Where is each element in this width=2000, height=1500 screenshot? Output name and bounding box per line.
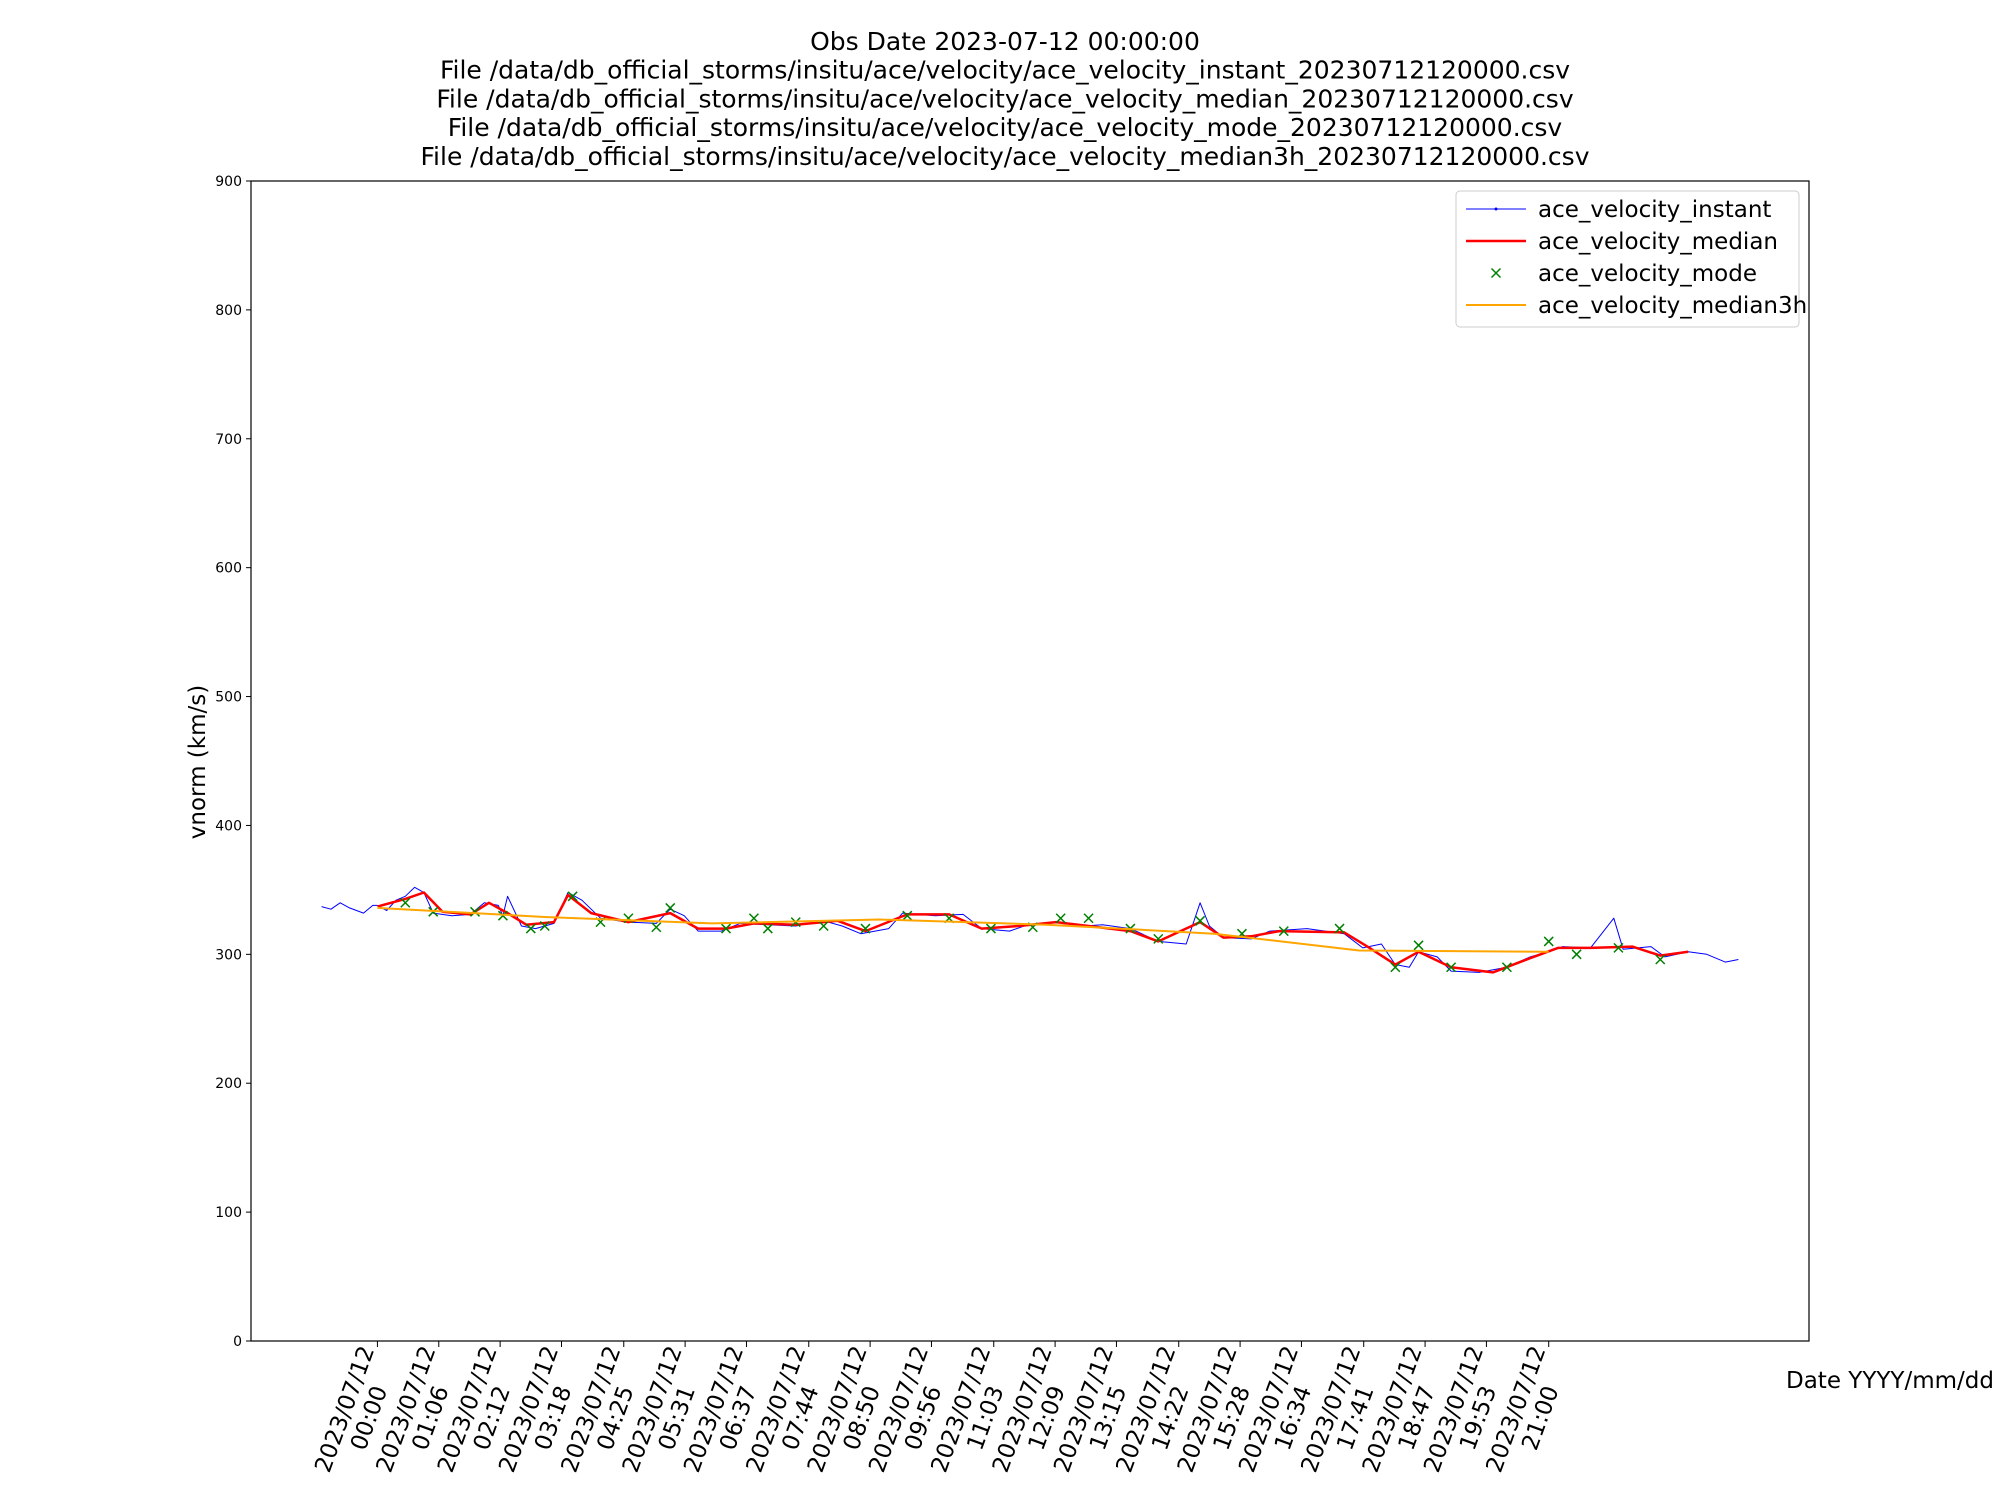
legend-label: ace_velocity_median	[1538, 229, 1778, 255]
chart-title: File /data/db_official_storms/insitu/ace…	[440, 56, 1570, 85]
mode-marker	[1571, 949, 1582, 960]
y-tick-label: 600	[215, 561, 242, 577]
legend-box	[1455, 190, 1800, 328]
mode-marker	[1446, 962, 1457, 973]
y-tick-label: 500	[215, 690, 242, 706]
y-tick-label: 700	[215, 432, 242, 448]
y-tick-label: 200	[215, 1076, 242, 1092]
mode-marker	[1083, 913, 1094, 924]
y-tick-label: 0	[233, 1334, 242, 1350]
chart-title: File /data/db_official_storms/insitu/ace…	[448, 113, 1563, 142]
mode-marker	[902, 910, 913, 921]
mode-marker	[1613, 942, 1624, 953]
mode-marker	[651, 922, 662, 933]
mode-marker	[665, 902, 676, 913]
legend-label: ace_velocity_mode	[1538, 261, 1757, 287]
y-axis-label: vnorm (km/s)	[185, 685, 211, 839]
chart-title: File /data/db_official_storms/insitu/ace…	[421, 142, 1590, 171]
mode-marker	[1390, 962, 1401, 973]
mode-marker	[1195, 915, 1206, 926]
mode-marker	[567, 891, 578, 902]
y-tick-label: 900	[215, 174, 242, 190]
mode-marker	[748, 913, 759, 924]
x-axis-label: Date YYYY/mm/dd	[1786, 1368, 1994, 1394]
y-tick-label: 800	[215, 303, 242, 319]
mode-marker	[1334, 923, 1345, 934]
y-tick-label: 300	[215, 947, 242, 963]
mode-marker	[1278, 926, 1289, 937]
legend-marker	[1494, 207, 1498, 211]
mode-marker	[539, 920, 550, 932]
plot-area	[250, 180, 1810, 1342]
mode-marker	[1655, 954, 1666, 965]
mode-marker	[818, 920, 829, 932]
mode-marker	[1501, 962, 1512, 973]
y-tick-label: 100	[215, 1205, 242, 1221]
mode-marker	[400, 897, 411, 908]
plot-series	[321, 886, 1739, 974]
mode-marker	[470, 906, 481, 917]
mode-marker	[762, 923, 773, 934]
legend-marker	[1490, 267, 1502, 279]
mode-marker	[1153, 933, 1164, 944]
chart-title: File /data/db_official_storms/insitu/ace…	[436, 84, 1573, 113]
mode-marker	[1055, 913, 1066, 924]
series-line	[377, 906, 1549, 953]
y-tick-label: 400	[215, 818, 242, 834]
mode-marker	[1413, 940, 1424, 951]
mode-marker	[525, 923, 536, 934]
mode-marker	[1543, 936, 1554, 947]
legend-label: ace_velocity_median3h	[1538, 293, 1807, 319]
legend-label: ace_velocity_instant	[1538, 197, 1771, 223]
mode-marker	[860, 923, 871, 934]
mode-marker	[985, 923, 996, 934]
mode-marker	[720, 923, 732, 934]
chart-title: Obs Date 2023-07-12 00:00:00	[810, 27, 1200, 56]
